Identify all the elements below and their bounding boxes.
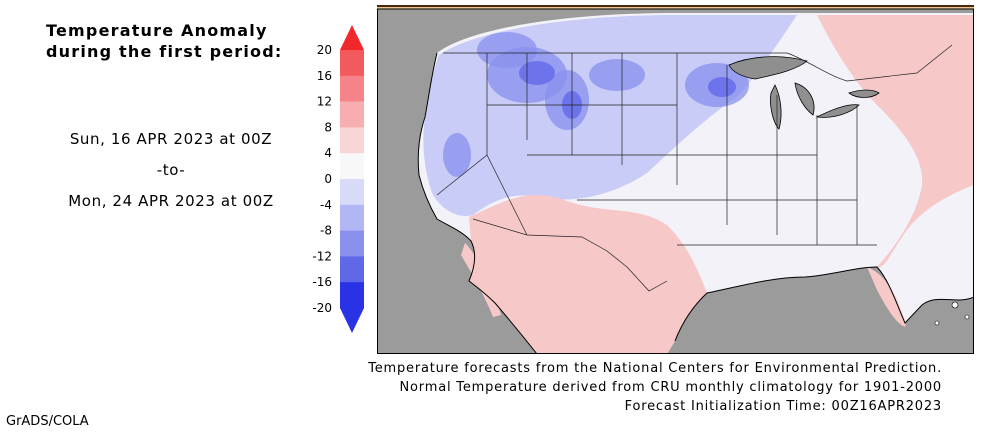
warm-anomaly-northeast (817, 15, 974, 268)
island (951, 301, 959, 309)
colorbar-tick-label: -12 (312, 249, 332, 263)
colorbar-tick-label: 20 (317, 43, 332, 57)
colorbar-tick-label: 4 (324, 146, 332, 160)
color-legend: 20 16 12 8 4 0 -4 -8 -12 -16 -20 (312, 25, 364, 333)
colorbar-tick-label: 8 (324, 120, 332, 134)
colorbar-top-arrow (340, 25, 364, 50)
colorbar-segment (340, 282, 364, 309)
lake (794, 82, 815, 116)
colorbar-segment (340, 75, 364, 102)
coastline (417, 52, 974, 354)
credit-line-2: Normal Temperature derived from CRU mont… (399, 380, 942, 395)
title-line-2: during the first period: (46, 42, 283, 61)
strong-cool-core (589, 59, 645, 91)
strong-cool-core (477, 32, 537, 68)
colorbar-tick-label: -16 (312, 275, 332, 289)
strong-cool-core (443, 133, 471, 177)
colorbar-tick-label: 16 (317, 69, 332, 83)
map-frame (377, 8, 974, 354)
colorbar-segment (340, 204, 364, 231)
lake (815, 104, 860, 118)
deep-cool-core (519, 61, 555, 85)
title-line-1: Temperature Anomaly (46, 21, 268, 40)
colorbar-segment (340, 101, 364, 128)
florida (867, 267, 906, 327)
credit-line-3: Forecast Initialization Time: 00Z16APR20… (624, 399, 942, 414)
state-borders (417, 44, 974, 354)
colorbar-segment (340, 153, 364, 180)
lake (848, 89, 880, 98)
credit-line-1: Temperature forecasts from the National … (368, 361, 942, 376)
border-line (486, 154, 528, 236)
island (964, 314, 970, 320)
border-line (436, 154, 488, 196)
colorbar-segment (340, 50, 364, 77)
island (934, 320, 940, 326)
colorbar-segment (340, 127, 364, 154)
lake (770, 84, 782, 130)
colorbar-tick-label: 0 (324, 172, 332, 186)
deep-cool-core (708, 77, 736, 97)
colorbar-bottom-arrow (340, 308, 364, 333)
border-line (786, 44, 953, 82)
colorbar-tick-label: 12 (317, 95, 332, 109)
colorbar-segment (340, 256, 364, 283)
grads-label: GrADS/COLA (6, 414, 89, 429)
period-separator: -to- (156, 161, 186, 179)
colorbar-tick-label: -20 (312, 301, 332, 315)
colorbar-tick-label: -4 (320, 198, 332, 212)
colorbar-segment (340, 179, 364, 206)
colorbar-tick-label: -8 (320, 224, 332, 238)
lake (728, 56, 808, 80)
period-end: Mon, 24 APR 2023 at 00Z (68, 192, 274, 210)
map-title: Temperature Anomaly during the first per… (46, 20, 304, 62)
period-start: Sun, 16 APR 2023 at 00Z (69, 130, 273, 148)
colorbar-segment (340, 230, 364, 257)
great-lakes (728, 56, 880, 130)
anomaly-map (377, 5, 974, 354)
